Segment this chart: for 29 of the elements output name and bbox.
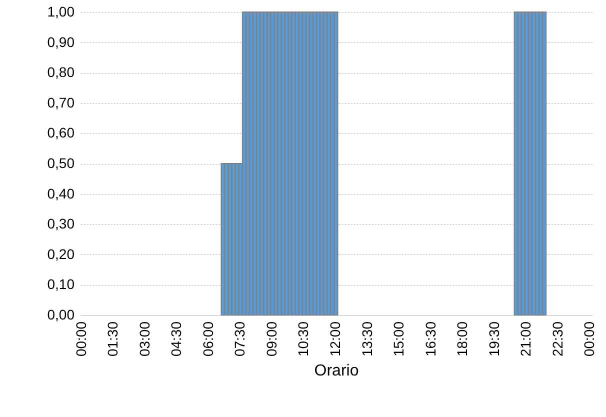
y-tick-label: 0,90 <box>47 34 75 50</box>
y-tick-label: 0,70 <box>47 94 75 110</box>
x-tick-label: 00:00 <box>581 321 598 357</box>
y-tick-label: 0,60 <box>47 124 75 141</box>
x-tick-label: 00:00 <box>72 321 89 357</box>
y-tick-label: 0,50 <box>47 155 75 171</box>
x-tick-label: 09:00 <box>263 321 280 357</box>
x-tick-label: 07:30 <box>232 321 248 357</box>
x-tick-label: 01:30 <box>104 321 121 357</box>
y-tick-label: 1,00 <box>47 4 75 20</box>
x-tick-label: 13:30 <box>358 321 375 357</box>
x-tick-label: 16:30 <box>422 321 438 357</box>
y-tick-label: 0,10 <box>47 276 75 292</box>
y-tick-label: 0,40 <box>47 185 75 202</box>
x-tick-label: 06:00 <box>200 321 216 357</box>
y-tick-label: 0,20 <box>47 246 75 262</box>
x-tick-label: 10:30 <box>295 321 312 357</box>
x-tick-label: 18:00 <box>454 321 470 357</box>
x-tick-label: 15:00 <box>390 321 407 357</box>
x-tick-label: 19:30 <box>486 321 502 357</box>
x-tick-label: 22:30 <box>549 321 566 357</box>
x-tick-label: 03:00 <box>136 321 152 357</box>
y-tick-label: 0,80 <box>47 64 75 80</box>
y-tick-label: 0,30 <box>47 216 75 232</box>
y-tick-label: 0,00 <box>47 306 75 322</box>
x-tick-label: 12:00 <box>327 321 343 357</box>
x-axis-title: Orario <box>314 362 359 380</box>
x-tick-label: 04:30 <box>168 321 184 357</box>
x-tick-label: 21:00 <box>518 321 534 357</box>
